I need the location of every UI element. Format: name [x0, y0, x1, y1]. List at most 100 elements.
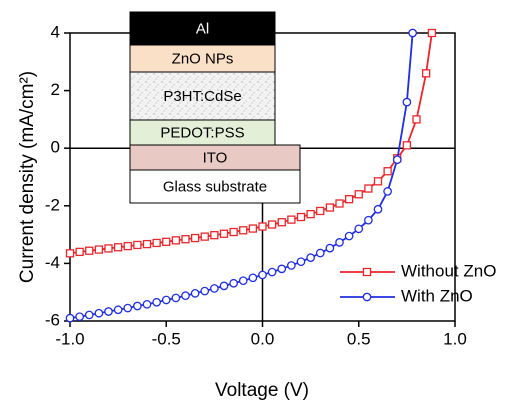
data-point	[123, 241, 132, 251]
y-tick-label: 0	[51, 138, 60, 157]
x-tick-label: 0.5	[347, 329, 371, 348]
legend-marker	[362, 267, 372, 277]
inset-layer-label: Glass substrate	[163, 178, 267, 195]
y-tick-label: 4	[51, 22, 60, 41]
data-point	[75, 312, 84, 322]
inset-layer-label: Al	[196, 20, 209, 37]
data-point	[171, 293, 181, 303]
y-tick-label: -6	[45, 310, 60, 329]
inset-layer	[129, 11, 276, 46]
y-tick-label: 2	[51, 80, 60, 99]
data-point	[104, 244, 113, 253]
data-point	[306, 210, 315, 219]
data-point	[287, 261, 296, 270]
data-point	[277, 264, 287, 274]
data-point	[152, 297, 161, 307]
data-point	[373, 204, 383, 214]
data-point	[94, 245, 104, 254]
x-axis-label: Voltage (V)	[215, 380, 309, 401]
data-point	[85, 246, 94, 255]
inset-layer-label: P3HT:CdSe	[163, 88, 241, 105]
data-point	[113, 305, 123, 315]
data-point	[248, 224, 258, 233]
data-point	[181, 235, 190, 244]
y-tick-label: -4	[45, 253, 60, 272]
data-point	[190, 289, 200, 298]
data-point	[383, 167, 392, 176]
data-point	[277, 218, 286, 227]
data-point	[306, 253, 315, 262]
y-tick-label: -2	[45, 195, 60, 214]
data-point	[402, 97, 412, 107]
data-point	[258, 222, 267, 231]
data-point	[210, 284, 219, 293]
data-point	[315, 248, 325, 258]
data-point	[104, 307, 113, 316]
inset-layer-label: ZnO NPs	[172, 50, 234, 67]
data-point	[354, 224, 364, 234]
data-point	[258, 270, 267, 280]
data-point	[402, 141, 412, 150]
inset-layer	[129, 144, 301, 171]
data-point	[392, 155, 402, 165]
data-point	[142, 239, 152, 249]
data-point	[84, 310, 94, 320]
x-tick-label: -1.0	[55, 329, 84, 348]
data-point	[335, 199, 344, 208]
data-point	[354, 190, 363, 199]
data-point	[408, 28, 417, 38]
data-point	[219, 229, 229, 238]
data-point	[171, 236, 181, 245]
data-point	[239, 226, 248, 235]
data-point	[229, 278, 238, 288]
data-point	[133, 240, 142, 250]
data-point	[181, 291, 190, 301]
data-point	[412, 115, 421, 124]
inset-layer	[129, 119, 276, 146]
data-point	[296, 257, 306, 267]
data-point	[421, 69, 431, 78]
inset-layer	[129, 71, 276, 121]
data-point	[238, 276, 248, 286]
data-point	[133, 301, 142, 311]
data-point	[248, 273, 258, 283]
data-point	[94, 308, 104, 318]
inset-layer	[129, 169, 301, 204]
data-point	[267, 220, 277, 229]
data-point	[229, 227, 238, 237]
data-point	[373, 177, 383, 186]
data-point	[152, 238, 161, 248]
y-axis-label: Current density (mA/cm²)	[17, 71, 38, 283]
data-point	[335, 238, 344, 247]
data-point	[383, 187, 392, 196]
data-point	[190, 233, 200, 243]
data-point	[219, 281, 229, 291]
data-point	[210, 231, 219, 240]
legend-marker	[362, 292, 372, 302]
data-point	[344, 195, 354, 204]
data-point	[325, 243, 335, 253]
data-point	[123, 303, 133, 313]
x-tick-label: 0.0	[251, 329, 275, 348]
inset-layer-label: PEDOT:PSS	[160, 124, 244, 141]
data-point	[364, 184, 373, 193]
data-point	[287, 215, 296, 224]
x-tick-label: 1.0	[443, 329, 467, 348]
data-point	[65, 313, 75, 323]
data-point	[65, 249, 75, 258]
data-point	[75, 247, 84, 257]
data-point	[316, 206, 325, 216]
data-point	[161, 295, 171, 305]
data-point	[364, 215, 373, 225]
data-point	[296, 212, 306, 222]
data-point	[344, 231, 354, 241]
data-point	[200, 286, 210, 296]
data-point	[113, 243, 123, 252]
x-tick-label: -0.5	[152, 329, 181, 348]
data-point	[142, 299, 152, 309]
inset-layer-label: ITO	[203, 149, 228, 166]
data-point	[162, 237, 171, 246]
data-point	[200, 232, 209, 241]
legend-label: With ZnO	[401, 286, 473, 305]
